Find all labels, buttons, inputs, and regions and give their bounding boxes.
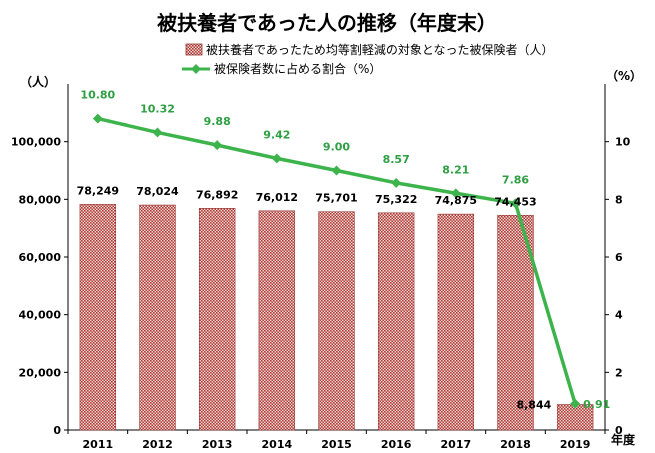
line-point-2014 bbox=[271, 153, 282, 164]
bar-value-label: 75,322 bbox=[375, 193, 417, 206]
line-value-label: 9.00 bbox=[323, 141, 350, 154]
bar-2015 bbox=[318, 211, 355, 431]
line-point-2011 bbox=[92, 113, 103, 124]
line-value-label: 10.32 bbox=[140, 102, 175, 115]
legend-line-label: 被保険者数に占める割合（%） bbox=[214, 61, 381, 76]
bar-2013 bbox=[198, 207, 236, 431]
x-tick-label: 2017 bbox=[441, 438, 472, 451]
x-tick-label: 2013 bbox=[202, 438, 233, 451]
line-point-2019 bbox=[570, 398, 581, 409]
x-tick-label: 2011 bbox=[83, 438, 114, 451]
line-point-2017 bbox=[450, 188, 461, 199]
bar-value-label: 76,892 bbox=[196, 188, 238, 201]
line-point-2015 bbox=[331, 165, 342, 176]
line-point-2013 bbox=[212, 140, 223, 151]
bar-value-label: 74,875 bbox=[435, 194, 477, 207]
bar-2019 bbox=[556, 404, 594, 431]
bars bbox=[79, 204, 594, 431]
line-value-label: 9.88 bbox=[204, 115, 231, 128]
bar-2016 bbox=[377, 212, 415, 431]
line-series bbox=[92, 113, 581, 409]
y-left-tick-label: 100,000 bbox=[11, 136, 61, 149]
line-point-2012 bbox=[152, 127, 163, 138]
y-left-unit: （人） bbox=[20, 74, 56, 89]
x-unit: 年度 bbox=[611, 432, 636, 447]
y-right-tick-label: 0 bbox=[615, 424, 623, 437]
line-value-label: 8.57 bbox=[383, 153, 410, 166]
y-right-tick-label: 6 bbox=[615, 251, 623, 264]
line-value-label: 10.80 bbox=[80, 89, 115, 102]
x-tick-label: 2016 bbox=[381, 438, 412, 451]
x-tick-label: 2018 bbox=[500, 438, 531, 451]
line-point-2016 bbox=[391, 177, 402, 188]
x-tick-label: 2012 bbox=[142, 438, 173, 451]
y-left-tick-label: 80,000 bbox=[19, 193, 62, 206]
x-tick-label: 2015 bbox=[321, 438, 352, 451]
legend: 被扶養者であったため均等割軽減の対象となった被保険者（人） 被保険者数に占める割合… bbox=[182, 42, 554, 76]
legend-line-marker bbox=[191, 64, 201, 74]
y-right-tick-label: 10 bbox=[615, 136, 631, 149]
line-value-label: 0.91 bbox=[583, 398, 610, 411]
bar-2011 bbox=[79, 204, 117, 431]
y-left-tick-label: 20,000 bbox=[19, 366, 62, 379]
y-left-tick-label: 0 bbox=[53, 424, 61, 437]
x-tick-label: 2019 bbox=[560, 438, 591, 451]
legend-bar-label: 被扶養者であったため均等割軽減の対象となった被保険者（人） bbox=[206, 42, 554, 57]
bar-2014 bbox=[258, 210, 296, 431]
y-right-unit: （%） bbox=[606, 68, 642, 83]
y-right-tick-label: 4 bbox=[615, 309, 623, 322]
bar-2012 bbox=[139, 204, 176, 431]
y-left-tick-label: 40,000 bbox=[19, 309, 62, 322]
y-left-tick-label: 60,000 bbox=[19, 251, 62, 264]
x-tick-label: 2014 bbox=[262, 438, 293, 451]
bar-value-label: 8,844 bbox=[516, 398, 551, 411]
chart-title: 被扶養者であった人の推移（年度末） bbox=[157, 11, 497, 35]
y-right-tick-label: 2 bbox=[615, 366, 623, 379]
bar-2018 bbox=[497, 215, 534, 431]
bar-2017 bbox=[437, 213, 475, 431]
line-value-label: 8.21 bbox=[442, 163, 469, 176]
legend-bar-swatch bbox=[185, 43, 203, 56]
bar-value-label: 76,012 bbox=[256, 191, 298, 204]
bar-value-label: 78,024 bbox=[136, 185, 179, 198]
bar-value-label: 74,453 bbox=[494, 195, 536, 208]
line-value-label: 9.42 bbox=[263, 128, 290, 141]
bar-value-label: 75,701 bbox=[315, 192, 357, 205]
y-right-tick-label: 8 bbox=[615, 193, 623, 206]
line-point-2018 bbox=[510, 198, 521, 209]
bar-value-label: 78,249 bbox=[77, 184, 119, 197]
axes: 0 20,000 40,000 60,000 80,000 100,000 0 2 4 6 8 10 2… bbox=[11, 68, 642, 451]
line-value-label: 7.86 bbox=[502, 173, 529, 186]
data-labels: 78,249 78,024 76,892 76,012 75,701 75,322 74,8… bbox=[77, 89, 611, 412]
